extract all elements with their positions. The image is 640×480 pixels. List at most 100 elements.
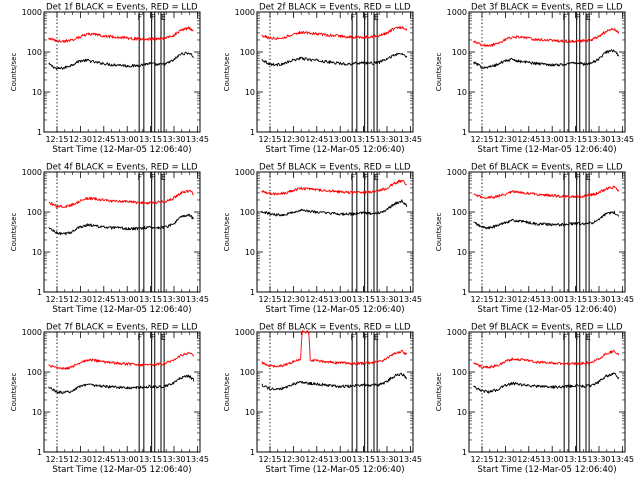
events-series-line: [473, 210, 620, 230]
x-tick-label: 13:00: [116, 135, 139, 144]
y-tick-label: 10: [32, 88, 42, 97]
x-axis-label: Start Time (12-Mar-05 12:06:40): [477, 145, 616, 155]
x-axis-label: Start Time (12-Mar-05 12:06:40): [52, 465, 191, 475]
y-axis-label: Counts/sec: [10, 373, 18, 412]
axes-frame: [256, 171, 414, 293]
lld-series-line: [473, 349, 620, 369]
x-tick-label: 12:30: [494, 135, 517, 144]
x-tick-label: 13:30: [587, 135, 610, 144]
flag-label: F: [137, 13, 142, 22]
x-tick-label: 12:45: [517, 295, 540, 304]
y-tick-label: 100: [27, 368, 42, 377]
x-axis-label: Start Time (12-Mar-05 12:06:40): [265, 305, 404, 315]
y-axis-label: Counts/sec: [223, 213, 231, 252]
x-tick-label: 12:45: [517, 135, 540, 144]
events-series-line: [261, 372, 408, 391]
panel-title: Det 6f BLACK = Events, RED = LLD: [471, 163, 623, 173]
x-tick-label: 13:45: [186, 455, 209, 464]
y-tick-label: 10: [32, 408, 42, 417]
lld-series-line: [48, 26, 194, 43]
flag-label: F: [350, 173, 355, 182]
x-tick-label: 12:45: [305, 135, 328, 144]
x-tick-label: 13:15: [564, 455, 587, 464]
x-tick-label: 13:15: [139, 135, 162, 144]
y-tick-label: 100: [27, 208, 42, 217]
x-tick-label: 12:30: [494, 455, 517, 464]
panel-det-3: Det 3f BLACK = Events, RED = LLD 1 10 100 10…: [435, 3, 634, 156]
axes-frame: [468, 171, 626, 293]
x-tick-label: 13:00: [541, 455, 564, 464]
axes-frame: [468, 331, 626, 453]
panel-det-6: Det 6f BLACK = Events, RED = LLD 1 10 100 10…: [435, 163, 634, 316]
x-tick-label: 13:00: [116, 455, 139, 464]
flag-label: F: [562, 333, 567, 342]
y-tick-label: 1000: [22, 168, 42, 177]
x-tick-label: 13:15: [352, 295, 375, 304]
x-tick-label: 12:15: [45, 295, 68, 304]
x-tick-label: 12:15: [258, 455, 281, 464]
panel-title: Det 7f BLACK = Events, RED = LLD: [46, 323, 198, 333]
flag-label: E: [374, 333, 379, 342]
x-tick-label: 13:45: [186, 135, 209, 144]
flag-label: E: [161, 173, 166, 182]
axes-frame: [43, 331, 201, 453]
y-axis-label: Counts/sec: [435, 53, 443, 92]
x-axis-label: Start Time (12-Mar-05 12:06:40): [477, 305, 616, 315]
panel-det-9: Det 9f BLACK = Events, RED = LLD 1 10 100 10…: [435, 323, 634, 476]
flag-label: F: [137, 173, 142, 182]
y-tick-label: 1000: [447, 168, 467, 177]
panel-det-8: Det 8f BLACK = Events, RED = LLD 1 10 100 10…: [223, 323, 422, 476]
flag-label: F: [576, 173, 581, 182]
x-tick-label: 13:30: [375, 295, 398, 304]
y-tick-label: 1000: [447, 8, 467, 17]
y-axis-label: Counts/sec: [435, 373, 443, 412]
events-series-line: [48, 51, 194, 70]
axes-frame: [256, 11, 414, 133]
y-axis-label: Counts/sec: [10, 53, 18, 92]
events-series-line: [261, 52, 408, 67]
x-tick-label: 13:15: [352, 455, 375, 464]
x-tick-label: 12:30: [282, 135, 305, 144]
x-tick-label: 13:30: [587, 455, 610, 464]
y-tick-label: 100: [27, 48, 42, 57]
flag-label: F: [576, 13, 581, 22]
lld-series-line: [48, 189, 194, 208]
x-tick-label: 13:45: [186, 295, 209, 304]
events-series-line: [473, 372, 620, 394]
events-series-line: [261, 199, 408, 217]
x-tick-label: 13:15: [139, 455, 162, 464]
y-tick-label: 1: [462, 288, 467, 297]
y-tick-label: 100: [452, 208, 467, 217]
panel-title: Det 5f BLACK = Events, RED = LLD: [259, 163, 411, 173]
y-axis-label: Counts/sec: [223, 373, 231, 412]
x-axis-label: Start Time (12-Mar-05 12:06:40): [477, 465, 616, 475]
x-tick-label: 13:30: [162, 135, 185, 144]
x-tick-label: 13:15: [139, 295, 162, 304]
x-tick-label: 13:00: [329, 455, 352, 464]
y-tick-label: 1: [462, 448, 467, 457]
flag-label: F: [576, 333, 581, 342]
x-tick-label: 13:30: [587, 295, 610, 304]
panel-title: Det 4f BLACK = Events, RED = LLD: [46, 163, 198, 173]
panel-det-7: Det 7f BLACK = Events, RED = LLD 1 10 100 10…: [10, 323, 209, 476]
y-tick-label: 1000: [447, 328, 467, 337]
flag-label: E: [161, 13, 166, 22]
axes-frame: [468, 11, 626, 133]
x-tick-label: 13:15: [564, 135, 587, 144]
lld-series-line: [261, 179, 408, 196]
events-series-line: [473, 49, 620, 69]
y-tick-label: 10: [457, 408, 467, 417]
flag-label: F: [151, 333, 156, 342]
y-tick-label: 10: [457, 88, 467, 97]
lld-series-line: [473, 27, 620, 47]
x-tick-label: 13:30: [162, 455, 185, 464]
axes-frame: [43, 171, 201, 293]
x-tick-label: 12:30: [282, 455, 305, 464]
x-tick-label: 12:45: [305, 295, 328, 304]
flag-label: F: [364, 13, 369, 22]
flag-label: E: [374, 13, 379, 22]
x-tick-label: 12:45: [305, 455, 328, 464]
x-tick-label: 13:15: [352, 135, 375, 144]
x-tick-label: 12:45: [92, 135, 115, 144]
flag-label: F: [364, 333, 369, 342]
